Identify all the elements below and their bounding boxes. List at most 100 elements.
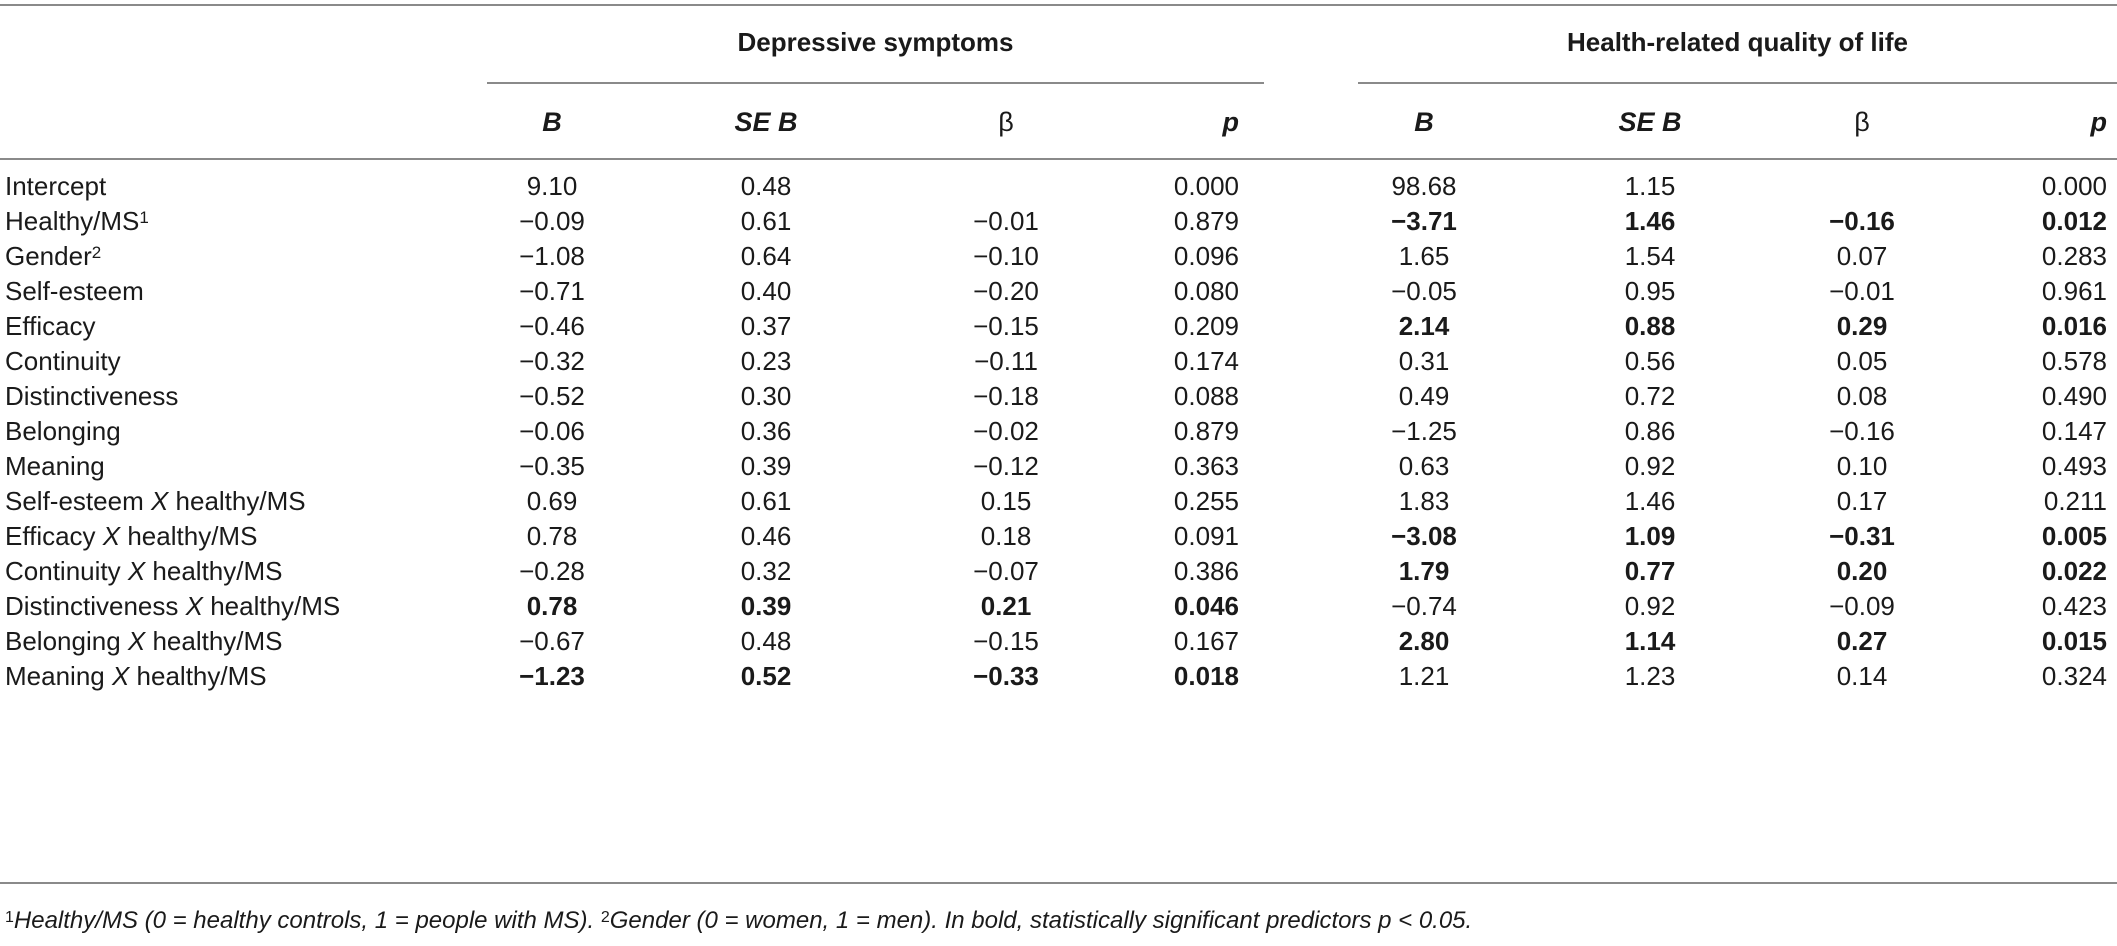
table-cell: 0.255 — [1173, 486, 1239, 516]
row-label: Efficacy X healthy/MS — [5, 513, 257, 560]
table-cell: 0.36 — [740, 416, 792, 446]
row-label: Belonging — [5, 408, 121, 455]
table-cell: 0.012 — [2041, 206, 2107, 236]
table-row: Healthy/MS1 −0.09 0.61 −0.01 0.879 −3.71 1.46 −… — [0, 198, 2117, 245]
table-cell: 0.05 — [1836, 346, 1888, 376]
table-cell: 0.363 — [1173, 451, 1239, 481]
table-cell: 0.40 — [740, 276, 792, 306]
table-cell: 0.17 — [1836, 486, 1888, 516]
table-cell: −0.12 — [973, 451, 1039, 481]
table-cell: 0.423 — [2041, 591, 2107, 621]
table-cell: −3.71 — [1391, 206, 1457, 236]
row-label-text: Distinctiveness — [5, 591, 186, 621]
column-header-hrq-p: p — [2090, 107, 2108, 137]
table-cell: −1.23 — [519, 661, 585, 691]
table-cell: −0.74 — [1391, 591, 1457, 621]
row-label-text: Continuity — [5, 556, 128, 586]
row-label: Self-esteem — [5, 268, 144, 315]
table-cell: 0.15 — [980, 486, 1032, 516]
interaction-symbol: X — [150, 486, 169, 516]
table-cell: 2.80 — [1398, 626, 1450, 656]
table-cell: 0.879 — [1173, 206, 1239, 236]
table-row: Distinctiveness −0.52 0.30 −0.18 0.088 0.49 0.… — [0, 373, 2117, 420]
footnote-marker-1: 1 — [5, 909, 14, 926]
row-label-text: Belonging — [5, 416, 121, 446]
table-cell: 0.88 — [1624, 311, 1676, 341]
interaction-symbol: X — [111, 661, 130, 691]
table-cell: 0.14 — [1836, 661, 1888, 691]
table-cell: 0.578 — [2041, 346, 2107, 376]
table-cell: 0.091 — [1173, 521, 1239, 551]
table-cell: −3.08 — [1391, 521, 1457, 551]
table-cell: −0.09 — [519, 206, 585, 236]
row-label: Distinctiveness X healthy/MS — [5, 583, 340, 630]
row-label: Intercept — [5, 163, 106, 210]
table-cell: 0.77 — [1624, 556, 1676, 586]
table-cell: 0.005 — [2041, 521, 2107, 551]
table-row: Meaning −0.35 0.39 −0.12 0.363 0.63 0.92 0.10 0.… — [0, 443, 2117, 490]
row-label: Continuity X healthy/MS — [5, 548, 282, 595]
row-label-text: Efficacy — [5, 311, 96, 341]
group-underline-hrqol — [1358, 82, 2117, 84]
interaction-term: healthy/MS — [120, 521, 258, 551]
table-cell: 0.493 — [2041, 451, 2107, 481]
table-cell: 0.39 — [740, 591, 792, 621]
row-label-text: Meaning — [5, 451, 105, 481]
table-cell: 9.10 — [526, 171, 578, 201]
column-header-hrq-b: B — [1414, 107, 1434, 137]
interaction-term: healthy/MS — [129, 661, 267, 691]
table-cell: 0.000 — [2041, 171, 2107, 201]
table-cell: 98.68 — [1391, 171, 1457, 201]
table-cell: 0.63 — [1398, 451, 1450, 481]
row-label-text: Distinctiveness — [5, 381, 179, 411]
table-cell: 0.78 — [526, 521, 578, 551]
table-cell: −0.15 — [973, 626, 1039, 656]
table-cell: 0.64 — [740, 241, 792, 271]
table-cell: −0.16 — [1829, 416, 1895, 446]
footnote-marker-2: 2 — [600, 909, 610, 926]
row-label: Meaning — [5, 443, 105, 490]
row-label: Distinctiveness — [5, 373, 178, 420]
table-cell: 1.54 — [1624, 241, 1676, 271]
interaction-term: healthy/MS — [145, 556, 283, 586]
table-cell: 0.39 — [740, 451, 792, 481]
table-cell: 2.14 — [1398, 311, 1450, 341]
table-cell: 0.18 — [980, 521, 1032, 551]
table-cell: −0.31 — [1829, 521, 1895, 551]
table-cell: 0.490 — [2041, 381, 2107, 411]
table-cell: 0.31 — [1398, 346, 1450, 376]
table-cell: −0.46 — [519, 311, 585, 341]
row-label: Gender2 — [5, 233, 101, 280]
group-underline-depressive — [487, 82, 1264, 84]
table-cell: 0.37 — [740, 311, 792, 341]
row-label-text: Self-esteem — [5, 276, 144, 306]
table-cell: −0.52 — [519, 381, 585, 411]
row-label: Meaning X healthy/MS — [5, 653, 267, 700]
table-cell: −1.08 — [519, 241, 585, 271]
column-header-dep-p: p — [1222, 107, 1240, 137]
group-header-hrqol: Health-related quality of life — [1567, 27, 1908, 57]
footnote-text-1: Healthy/MS (0 = healthy controls, 1 = pe… — [13, 907, 601, 934]
row-label-text: Belonging — [5, 626, 128, 656]
table-cell: 0.283 — [2041, 241, 2107, 271]
row-label: Healthy/MS1 — [5, 198, 149, 245]
table-cell: 1.21 — [1398, 661, 1450, 691]
table-cell: 0.324 — [2041, 661, 2107, 691]
table-cell: −0.06 — [519, 416, 585, 446]
table-cell: −0.01 — [973, 206, 1039, 236]
row-label-text: Meaning — [5, 661, 112, 691]
table-top-rule — [0, 4, 2117, 6]
table-row: Self-esteem −0.71 0.40 −0.20 0.080 −0.05 0.95 −… — [0, 268, 2117, 315]
table-cell: −0.18 — [973, 381, 1039, 411]
table-cell: 0.61 — [740, 486, 792, 516]
table-cell: 1.65 — [1398, 241, 1450, 271]
table-cell: 0.49 — [1398, 381, 1450, 411]
table-cell: −0.10 — [973, 241, 1039, 271]
table-row: Belonging X healthy/MS −0.67 0.48 −0.15 0.16… — [0, 618, 2117, 665]
row-label: Belonging X healthy/MS — [5, 618, 283, 665]
table-cell: 0.10 — [1836, 451, 1888, 481]
table-cell: 0.096 — [1173, 241, 1239, 271]
row-label-text: Efficacy — [5, 521, 103, 551]
table-cell: −0.09 — [1829, 591, 1895, 621]
table-row: Intercept 9.10 0.48 0.000 98.68 1.15 0.000 — [0, 163, 2117, 210]
